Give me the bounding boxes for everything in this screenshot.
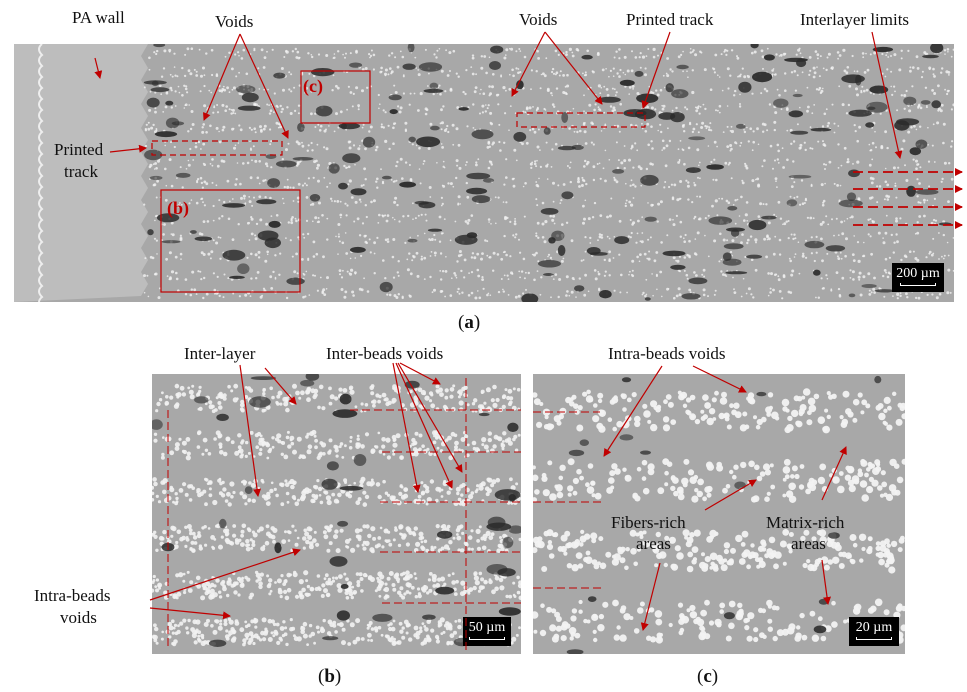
label-inter-beads-voids: Inter-beads voids (326, 344, 444, 363)
track-box-left (151, 140, 283, 156)
scale-bar-b: 50 µm (463, 617, 511, 646)
arrow-voids-1b (239, 33, 289, 139)
arrow-voids-2a (511, 31, 546, 97)
label-printed-track-left-1: Printed (54, 140, 104, 159)
label-matrix-rich-2: areas (791, 534, 826, 553)
label-inter-layer: Inter-layer (184, 344, 256, 363)
arrow-voids-2b (544, 31, 603, 105)
label-intra-beads-voids-top: Intra-beads voids (608, 344, 726, 363)
zoom-box-c (300, 70, 371, 124)
scale-bar-a: 200 µm (892, 263, 944, 292)
label-voids-2: Voids (519, 10, 558, 29)
caption-c: (c) (697, 666, 719, 687)
arrow-voids-1a (203, 33, 241, 121)
scale-bar-c: 20 µm (849, 617, 899, 646)
label-pa-wall: PA wall (72, 8, 125, 27)
box-c-label: (c) (303, 76, 323, 96)
box-b-label: (b) (167, 198, 189, 218)
scale-bar-b-label: 50 µm (468, 620, 506, 635)
label-voids-1: Voids (215, 12, 254, 31)
arrow-printed-track (641, 31, 671, 109)
label-fibers-rich-1: Fibers-rich (611, 513, 686, 532)
caption-a: (a) (458, 312, 481, 333)
zoom-box-b (160, 189, 301, 293)
label-intra-beads-left-2: voids (60, 608, 97, 627)
micrograph-panel-b: 50 µm (152, 374, 521, 654)
micrograph-b-texture (152, 374, 521, 654)
label-matrix-rich-1: Matrix-rich (766, 513, 845, 532)
track-box-right (516, 112, 646, 128)
label-fibers-rich-2: areas (636, 534, 671, 553)
label-printed-track-left-2: track (64, 162, 98, 181)
micrograph-panel-c: 20 µm (533, 374, 905, 654)
caption-b: (b) (318, 666, 342, 687)
arrow-printed-track-left (109, 144, 147, 153)
micrograph-a-texture (14, 44, 954, 302)
micrograph-panel-a: 200 µm (14, 44, 954, 302)
interlayer-lines (853, 168, 963, 229)
micrograph-c-texture (533, 374, 905, 654)
label-printed-track: Printed track (626, 10, 714, 29)
scale-bar-c-label: 20 µm (855, 620, 893, 635)
arrow-pa-wall (94, 57, 103, 79)
scale-bar-a-label: 200 µm (896, 266, 940, 281)
label-interlayer-limits: Interlayer limits (800, 10, 910, 29)
label-intra-beads-left-1: Intra-beads (34, 586, 111, 605)
arrow-interlayer (871, 31, 903, 159)
